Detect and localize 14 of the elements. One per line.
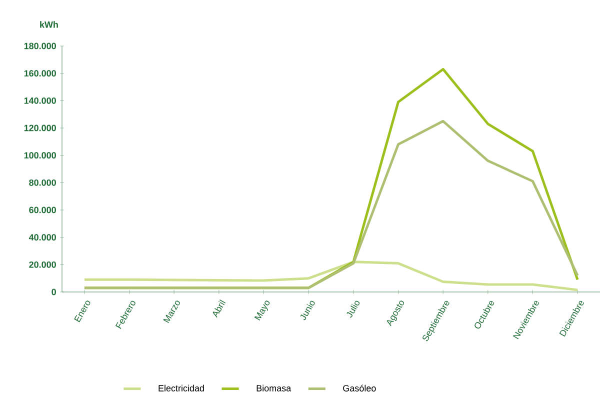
- y-tick-label: 80.000: [29, 179, 56, 186]
- y-axis-title: kWh: [40, 21, 58, 28]
- y-tick-label: 40.000: [28, 234, 56, 241]
- y-tick-label: 20.000: [29, 261, 56, 268]
- y-tick-label: 0: [52, 288, 56, 296]
- legend-label: Gasóleo: [343, 384, 376, 392]
- y-tick-label: 60.000: [29, 206, 56, 214]
- legend-label: Electricidad: [158, 384, 204, 392]
- y-tick-label: 180.000: [24, 42, 56, 50]
- y-tick-label: 120.000: [24, 124, 56, 132]
- y-tick-label: 100.000: [24, 152, 56, 159]
- y-tick-label: 160.000: [24, 70, 56, 77]
- legend-label: Biomasa: [256, 384, 292, 392]
- y-tick-label: 140.000: [24, 97, 56, 104]
